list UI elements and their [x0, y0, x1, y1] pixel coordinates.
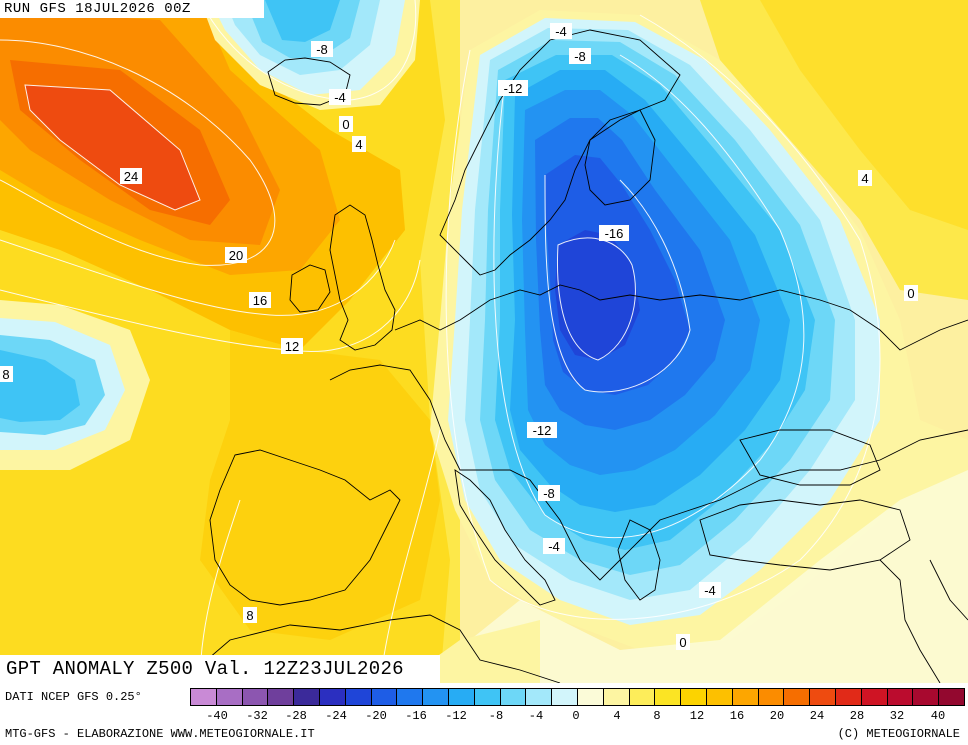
contour-label: 4: [355, 137, 362, 152]
contour-label: -4: [548, 539, 560, 554]
legend-swatch: [655, 689, 682, 705]
legend-tick-label: -16: [405, 709, 427, 723]
contour-label: 0: [342, 117, 349, 132]
legend-swatch: [268, 689, 295, 705]
data-source: DATI NCEP GFS 0.25°: [5, 690, 142, 704]
legend-swatch: [423, 689, 449, 705]
legend-tick-label: 20: [769, 709, 785, 723]
legend-swatch: [603, 689, 630, 705]
legend-swatch: [913, 689, 940, 705]
contour-label: 0: [679, 635, 686, 650]
legend-tick-label: 32: [889, 709, 905, 723]
legend-tick-label: 0: [572, 709, 580, 723]
legend-swatch: [758, 689, 785, 705]
legend-tick-label: 8: [653, 709, 661, 723]
legend-tick-label: 4: [613, 709, 621, 723]
legend-tick-label: 16: [729, 709, 745, 723]
legend-tick-label: -4: [528, 709, 544, 723]
legend-tick-label: 24: [809, 709, 825, 723]
credit-right: (C) METEOGIORNALE: [837, 727, 960, 741]
contour-label: 24: [124, 169, 138, 184]
legend-swatch: [500, 689, 527, 705]
legend-tick-label: 12: [689, 709, 705, 723]
contour-label: 16: [253, 293, 267, 308]
legend-swatch: [810, 689, 836, 705]
legend-tick-label: -28: [285, 709, 307, 723]
legend-tick-label: -8: [488, 709, 504, 723]
legend-tick-label: -40: [206, 709, 228, 723]
legend-swatch: [345, 689, 372, 705]
legend-swatch: [397, 689, 424, 705]
credit-left: MTG-GFS - ELABORAZIONE WWW.METEOGIORNALE…: [5, 727, 315, 741]
legend-swatch: [577, 689, 604, 705]
legend-swatch: [887, 689, 914, 705]
contour-label: -12: [504, 81, 523, 96]
contour-label: 0: [907, 286, 914, 301]
legend-swatch: [784, 689, 811, 705]
legend-swatch: [939, 689, 964, 705]
legend-swatch: [835, 689, 862, 705]
contour-label: -8: [316, 42, 328, 57]
legend-tick-label: 28: [849, 709, 865, 723]
contour-label: -4: [334, 90, 346, 105]
legend-tick-label: 40: [930, 709, 946, 723]
contour-label: 4: [861, 171, 868, 186]
legend-ticks: -40 -32 -28 -24 -20 -16 -12 -8 -4 0 4 8 12 16 20 24 28 32…: [190, 709, 965, 725]
contour-label: -8: [574, 49, 586, 64]
legend-swatch: [371, 689, 398, 705]
legend-tick-label: -12: [445, 709, 467, 723]
contour-label: -4: [704, 583, 716, 598]
legend-swatch: [861, 689, 888, 705]
contour-label: -4: [555, 24, 567, 39]
contour-label: 8: [2, 367, 9, 382]
contour-label: 8: [246, 608, 253, 623]
legend-swatch: [294, 689, 320, 705]
contour-label: 20: [229, 248, 243, 263]
contour-label: 12: [285, 339, 299, 354]
legend-swatch: [706, 689, 733, 705]
legend-tick-label: -32: [246, 709, 268, 723]
legend-swatch: [319, 689, 346, 705]
legend-swatch: [732, 689, 759, 705]
legend-colorbar: [190, 688, 965, 706]
legend-swatch: [216, 689, 243, 705]
contour-label: -16: [605, 226, 624, 241]
legend-swatch: [629, 689, 656, 705]
contour-label: -12: [533, 423, 552, 438]
legend-swatch: [242, 689, 269, 705]
legend-tick-label: -24: [325, 709, 347, 723]
contour-label: -8: [543, 486, 555, 501]
legend-swatch: [552, 689, 578, 705]
run-label: RUN GFS 18JUL2026 00Z: [0, 0, 264, 18]
legend-swatch: [448, 689, 475, 705]
legend-swatch: [526, 689, 553, 705]
legend-swatch: [474, 689, 501, 705]
map-title: GPT ANOMALY Z500 Val. 12Z23JUL2026: [0, 655, 440, 683]
legend-tick-label: -20: [365, 709, 387, 723]
legend-swatch: [681, 689, 707, 705]
legend-swatch: [191, 689, 217, 705]
